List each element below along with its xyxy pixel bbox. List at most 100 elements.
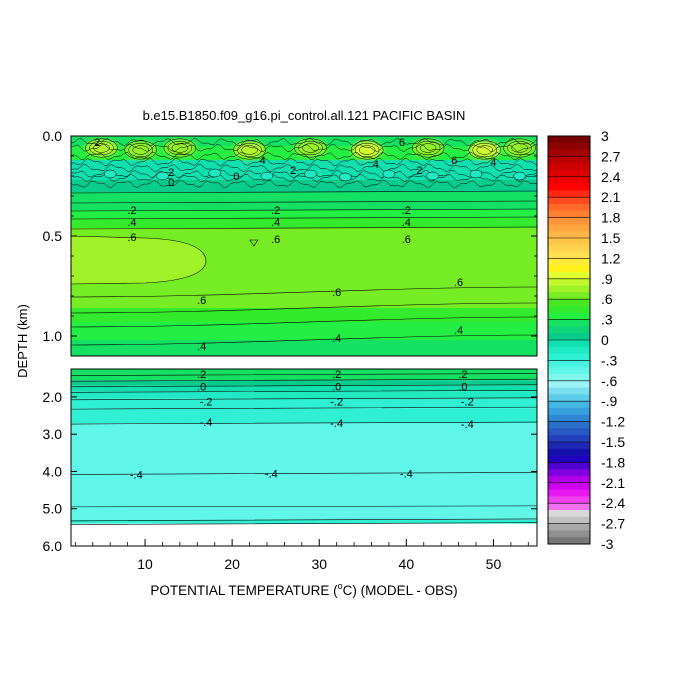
upper-hotspot-ring <box>358 145 376 155</box>
upper-wavy-contour <box>71 179 537 189</box>
lower-contour-line <box>71 406 537 410</box>
colorbar-swatch <box>548 496 590 504</box>
colorbar-label: -.9 <box>601 393 618 409</box>
colorbar-swatch <box>548 435 590 443</box>
colorbar-swatch <box>548 340 590 348</box>
colorbar-swatch <box>548 306 590 314</box>
upper-small-blob <box>469 169 483 179</box>
lower-contour-label: -.4 <box>400 468 413 480</box>
upper-contour-label: 0 <box>233 171 239 183</box>
colorbar-swatch <box>548 210 590 218</box>
colorbar-swatch <box>548 272 590 280</box>
colorbar-swatch <box>548 387 590 395</box>
upper-small-blob <box>513 171 526 181</box>
colorbar-swatch <box>548 224 590 232</box>
lower-contour-label: .0 <box>332 382 341 394</box>
lower-contour-label: -.4 <box>265 468 278 480</box>
colorbar-swatch <box>548 204 590 212</box>
colorbar-label: 1.5 <box>601 230 621 246</box>
colorbar-swatch <box>548 380 590 388</box>
lower-contour-line <box>71 505 537 508</box>
lower-contour-label: -.4 <box>200 417 213 429</box>
colorbar-swatch <box>548 333 590 341</box>
lower-band <box>71 408 537 424</box>
y-tick-label: 5.0 <box>43 501 63 517</box>
colorbar-swatch <box>548 455 590 463</box>
x-axis-label-pre: POTENTIAL TEMPERATURE ( <box>150 583 338 598</box>
upper-hotspot <box>124 141 157 159</box>
x-tick-label: 30 <box>311 556 327 572</box>
upper-band <box>71 160 537 180</box>
colorbar-label: -1.2 <box>601 414 625 430</box>
upper-band <box>71 218 537 228</box>
colorbar-label: -.6 <box>601 373 618 389</box>
colorbar-label: -1.8 <box>601 454 625 470</box>
upper-hotspot-ring <box>128 142 153 158</box>
upper-contour-label: .4 <box>127 217 136 229</box>
upper-contour-label: .6 <box>127 232 136 244</box>
upper-contour-label: 2 <box>416 165 422 177</box>
colorbar-labels: 3 2.7 2.4 2.1 1.8 1.5 1.2 .9 .6 .3 0 -.3 -.6 -.9 -1.2 -… <box>548 128 625 552</box>
upper-wavy-contour <box>71 137 537 147</box>
upper-hotspot-ring <box>132 145 149 155</box>
lower-band <box>71 423 537 520</box>
upper-contour-label: .2 <box>127 205 136 217</box>
colorbar-swatch <box>548 326 590 334</box>
lower-panel-contour-labels: .2.2.2.0.0.0-.2 -.2 -.2-.4 -.4 -.4-.4 -.4 -.4 <box>130 369 474 481</box>
colorbar-swatch <box>548 421 590 429</box>
colorbar-swatch <box>548 238 590 246</box>
upper-contour-label: .4 <box>454 325 463 337</box>
upper-contour-line <box>71 316 537 328</box>
upper-band <box>71 210 537 218</box>
y-tick-label: 4.0 <box>43 463 63 479</box>
upper-contour-label: .4 <box>402 217 411 229</box>
colorbar <box>548 136 590 545</box>
upper-hotspot-ring <box>302 143 319 153</box>
colorbar-swatch <box>548 367 590 375</box>
colorbar-swatch <box>548 163 590 171</box>
upper-contour-label: 6 <box>451 155 457 167</box>
colorbar-swatch <box>548 258 590 266</box>
upper-contour-line <box>71 302 537 314</box>
colorbar-swatch <box>548 374 590 382</box>
y-axis-lower: 2.0 3.0 4.0 5.0 6.0 <box>43 389 537 554</box>
lower-contour-line <box>71 378 537 382</box>
upper-contour-label: 2 <box>290 165 296 177</box>
colorbar-swatch <box>548 510 590 518</box>
upper-hotspot <box>233 141 266 159</box>
lower-panel-frame <box>70 368 538 547</box>
y-tick-label: 0.0 <box>43 128 63 144</box>
upper-contour-line <box>71 226 537 230</box>
upper-hotspot-ring <box>476 145 493 155</box>
upper-hotspot-ring <box>298 140 323 156</box>
upper-wavy-contour <box>71 151 537 161</box>
lower-contour-line <box>71 397 537 401</box>
colorbar-swatch <box>548 448 590 456</box>
x-tick-label: 20 <box>224 556 240 572</box>
colorbar-swatch <box>548 312 590 320</box>
colorbar-label: -3 <box>601 536 614 552</box>
lower-panel-contour-lines <box>71 373 537 525</box>
upper-contour-label: .6 <box>332 287 341 299</box>
colorbar-swatch <box>548 516 590 524</box>
colorbar-swatch <box>548 442 590 450</box>
colorbar-label: .9 <box>601 271 613 287</box>
upper-contour-label: .4 <box>332 333 341 345</box>
colorbar-label: 2.4 <box>601 169 621 185</box>
upper-wavy-contour <box>71 143 537 153</box>
colorbar-swatch <box>548 462 590 470</box>
upper-hotspot-ring <box>354 142 380 158</box>
colorbar-swatch <box>548 319 590 327</box>
upper-hotspot <box>468 141 501 159</box>
x-tick-label: 50 <box>486 556 502 572</box>
upper-contour-label: .6 <box>402 234 411 246</box>
lower-contour-label: -.4 <box>130 469 143 481</box>
lower-band <box>71 519 537 524</box>
upper-contour-label: 2 <box>94 137 100 149</box>
upper-contour-line <box>71 190 537 194</box>
colorbar-label: .6 <box>601 291 613 307</box>
upper-contour-label: .2 <box>271 205 280 217</box>
x-axis: 10 20 30 40 50 <box>74 539 529 572</box>
